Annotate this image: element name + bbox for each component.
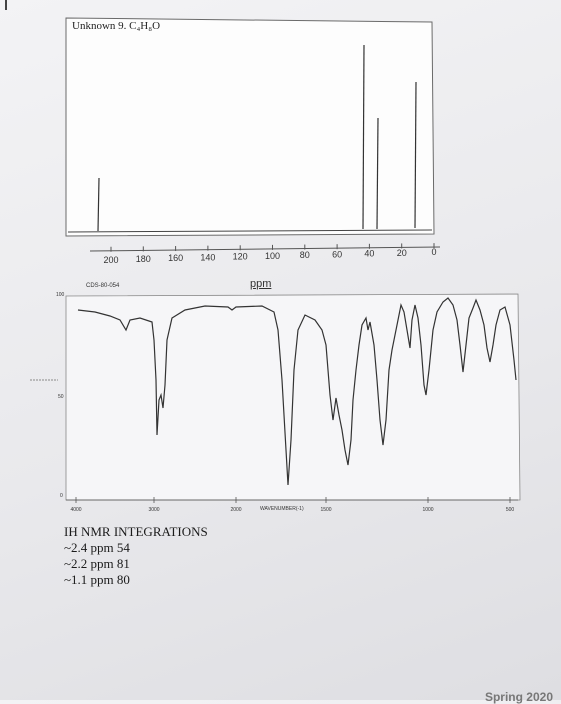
c13-axis-label: ppm xyxy=(250,278,272,290)
c13-tick-label: 120 xyxy=(233,252,248,262)
c13-tick-label: 40 xyxy=(364,249,374,259)
ir-x-tick-label: 2000 xyxy=(230,507,241,513)
ir-x-tick-label: 1000 xyxy=(422,507,433,513)
c13-peak-8ppm xyxy=(414,81,417,229)
integrations-heading: IH NMR INTEGRATIONS xyxy=(64,524,208,539)
ir-transmittance-trace xyxy=(77,297,517,486)
ir-x-tick-label: 3000 xyxy=(148,507,159,513)
c13-nmr-spectrum: 200 180 160 140 120 100 80 60 40 20 0 xyxy=(65,17,441,265)
c13-title: Unknown 9. C₄H₈O xyxy=(72,20,161,32)
c13-baseline xyxy=(67,229,433,233)
c13-tick-label: 0 xyxy=(431,247,436,257)
ir-x-axis-label: WAVENUMBER(-1) xyxy=(260,506,304,512)
ir-x-tick-label: 1500 xyxy=(320,507,331,513)
c13-peak-37ppm xyxy=(362,44,365,230)
ir-cas-label: CDS-80-054 xyxy=(86,283,120,289)
ir-ytick-50: 50 xyxy=(58,394,64,400)
c13-tick-label: 60 xyxy=(332,249,342,259)
c13-tick-label: 160 xyxy=(168,253,183,263)
ir-ytick-0: 0 xyxy=(60,493,63,499)
ir-ytick-100: 100 xyxy=(56,292,65,298)
c13-tick-label: 140 xyxy=(200,252,215,262)
integration-line: ~1.1 ppm 80 xyxy=(64,572,130,587)
c13-tick-label: 100 xyxy=(265,251,280,261)
integration-line: ~2.2 ppm 81 xyxy=(64,556,130,571)
ir-x-tick-label: 500 xyxy=(506,507,515,513)
c13-tick-label: 180 xyxy=(136,254,151,264)
paper-corner-mark xyxy=(5,0,7,10)
ir-x-tick-label: 4000 xyxy=(70,507,81,513)
c13-peak-29ppm xyxy=(376,117,379,230)
h-nmr-integrations: IH NMR INTEGRATIONS ~2.4 ppm 54 ~2.2 ppm… xyxy=(64,524,208,588)
c13-peak-carbonyl xyxy=(97,177,100,232)
c13-tick-label: 20 xyxy=(397,248,407,258)
c13-tick-label: 80 xyxy=(300,250,310,260)
integration-line: ~2.4 ppm 54 xyxy=(64,540,130,555)
c13-tick-label: 200 xyxy=(103,255,118,265)
c13-plot-frame xyxy=(65,17,435,237)
c13-axis-line xyxy=(89,246,441,252)
footer-term: Spring 2020 xyxy=(484,690,553,704)
